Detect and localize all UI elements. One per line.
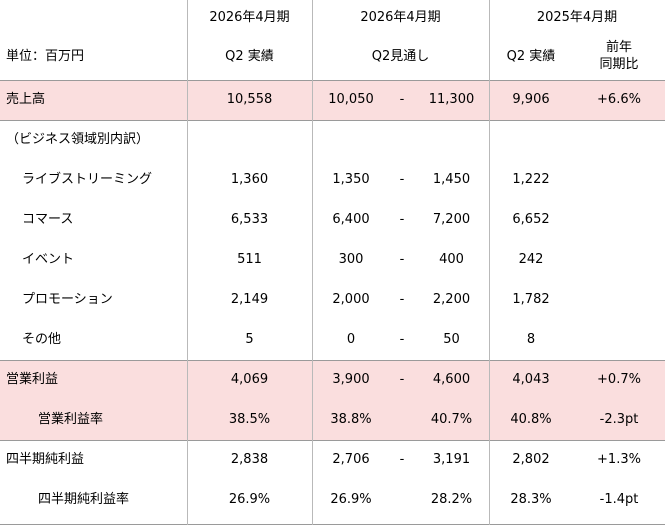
row-label: 四半期純利益 [6,452,85,467]
cell-forecast-dash: - [399,332,405,347]
cell-q2-actual: 511 [237,252,262,267]
cell-q2-actual: 6,533 [230,212,269,227]
cell-prev-actual: 6,652 [512,212,550,227]
cell-forecast-dash: - [399,452,405,467]
cell-prev-actual: 242 [518,252,544,267]
cell-q2-actual: 10,558 [226,92,273,107]
column-divider [187,0,188,525]
cell-forecast-dash: - [399,372,405,387]
cell-q2-actual: 2,149 [230,292,269,307]
row-label: プロモーション [22,292,113,307]
cell-q2-actual: 38.5% [228,412,271,427]
row-label: 営業利益 [6,372,59,387]
cell-forecast-low: 1,350 [332,172,370,187]
cell-forecast-dash: - [399,92,405,107]
row-divider [0,360,665,361]
cell-forecast-high: 2,200 [432,292,471,307]
cell-forecast-low: 300 [338,252,364,267]
cell-prev-actual: 1,222 [512,172,550,187]
cell-prev-actual: 40.8% [510,412,552,427]
cell-forecast-low: 2,706 [332,452,370,467]
header-col-yoy-line1: 前年 [605,40,632,55]
row-divider [0,440,665,441]
header-period-forecast: 2026年4月期 [360,10,441,25]
header-col-yoy-line2: 同期比 [599,57,639,72]
cell-prev-actual: 9,906 [512,92,550,107]
row-label: その他 [22,332,62,347]
cell-yoy: +0.7% [597,372,641,387]
cell-q2-actual: 4,069 [230,372,269,387]
cell-forecast-low: 2,000 [332,292,370,307]
unit-label: 単位：百万円 [6,49,85,64]
cell-prev-actual: 1,782 [512,292,550,307]
cell-forecast-high: 40.7% [430,412,473,427]
cell-forecast-high: 1,450 [432,172,471,187]
cell-forecast-high: 50 [443,332,460,347]
cell-q2-actual: 1,360 [230,172,269,187]
header-col-actual: Q2 実績 [225,49,274,64]
cell-forecast-low: 26.9% [330,492,372,507]
cell-q2-actual: 26.9% [228,492,271,507]
row-label: 四半期純利益率 [38,492,130,507]
cell-q2-actual: 5 [245,332,254,347]
cell-forecast-dash: - [399,172,405,187]
cell-yoy: +6.6% [597,92,641,107]
column-divider [489,0,490,525]
cell-forecast-low: 6,400 [332,212,370,227]
row-label: ライブストリーミング [22,172,153,187]
cell-forecast-high: 28.2% [430,492,473,507]
cell-forecast-high: 400 [439,252,464,267]
row-divider [0,120,665,121]
header-period-previous: 2025年4月期 [536,10,618,25]
cell-prev-actual: 28.3% [510,492,552,507]
cell-forecast-high: 3,191 [432,452,471,467]
row-label: 売上高 [6,92,46,107]
header-col-prev-actual: Q2 実績 [506,49,556,64]
cell-yoy: +1.3% [597,452,641,467]
cell-forecast-low: 3,900 [332,372,370,387]
cell-forecast-low: 10,050 [328,92,374,107]
cell-prev-actual: 4,043 [512,372,550,387]
row-label: （ビジネス領域別内訳） [6,132,150,147]
highlight-band-sales [0,80,665,120]
cell-forecast-low: 0 [346,332,356,347]
cell-forecast-dash: - [399,252,405,267]
row-label: イベント [22,252,75,267]
cell-forecast-high: 7,200 [432,212,471,227]
cell-q2-actual: 2,838 [230,452,269,467]
header-col-forecast: Q2見通し [371,49,430,64]
cell-forecast-dash: - [399,212,405,227]
cell-forecast-low: 38.8% [330,412,372,427]
cell-prev-actual: 8 [526,332,536,347]
cell-forecast-dash: - [399,292,405,307]
row-divider [0,80,665,81]
row-label: コマース [22,212,74,227]
highlight-band-operating-profit [0,360,665,440]
column-divider [312,0,313,525]
cell-forecast-high: 11,300 [428,92,475,107]
cell-forecast-high: 4,600 [432,372,471,387]
header-period-current: 2026年4月期 [209,10,290,25]
row-label: 営業利益率 [38,412,104,427]
cell-prev-actual: 2,802 [512,452,550,467]
cell-yoy: -2.3pt [599,412,639,427]
cell-yoy: -1.4pt [599,492,639,507]
